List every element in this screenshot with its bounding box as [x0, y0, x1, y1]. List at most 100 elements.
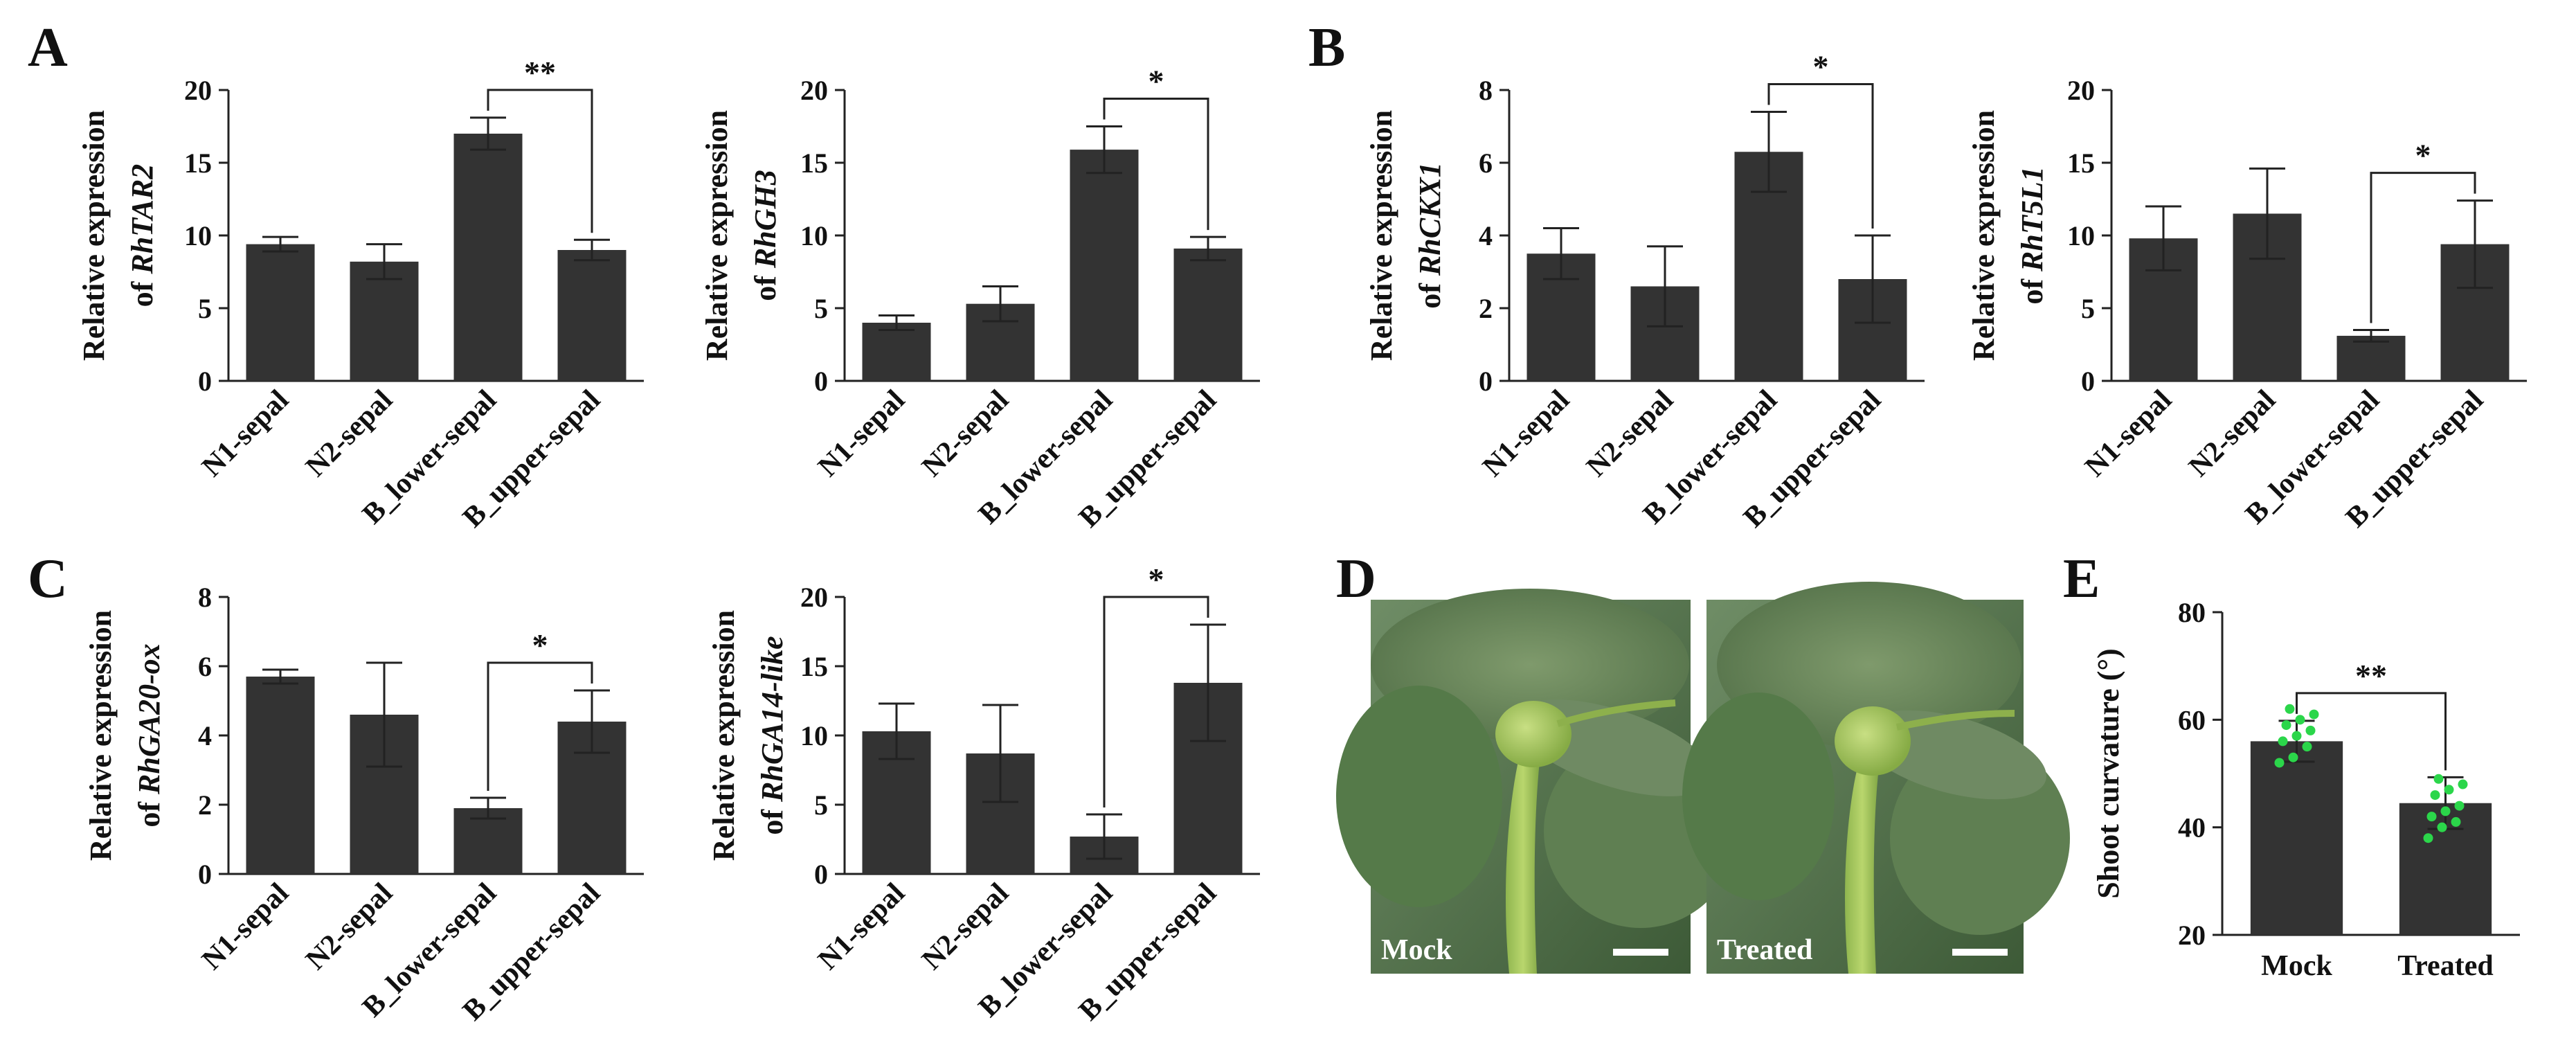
significance-bracket [487, 661, 593, 791]
y-tick-label: 15 [800, 651, 828, 682]
y-tick-label: 0 [814, 859, 828, 890]
bar-b-upper-sepal [1173, 248, 1243, 381]
bar-mock [2250, 741, 2343, 935]
bar-b-lower-sepal [1070, 150, 1139, 381]
x-tick-label-n2-sepal: N2-sepal [916, 877, 1015, 976]
bar-b-lower-sepal [453, 134, 523, 381]
x-tick-label-n1-sepal: N1-sepal [196, 877, 295, 976]
y-tick-label: 8 [198, 582, 212, 613]
y-tick-label: 15 [184, 148, 212, 179]
y-tick-label: 10 [2067, 220, 2095, 251]
y-tick-label: 6 [198, 651, 212, 682]
y-tick-label: 5 [198, 293, 212, 324]
panel-label-e: E [2063, 548, 2100, 609]
y-tick-label: 20 [2067, 75, 2095, 106]
significance-bracket [1103, 596, 1209, 807]
data-point [2426, 812, 2437, 822]
y-axis-label-line1: Relative expression [1967, 110, 2001, 361]
data-point [2302, 742, 2312, 752]
bar-b-lower-sepal [2336, 335, 2406, 381]
x-tick-label-n1-sepal: N1-sepal [2079, 384, 2178, 483]
y-tick-label: 60 [2178, 704, 2206, 735]
y-tick-label: 5 [2081, 293, 2095, 324]
x-tick-label-n2-sepal: N2-sepal [300, 877, 399, 976]
data-point [2305, 725, 2316, 735]
y-tick-label: 20 [2178, 920, 2206, 951]
bar-b-upper-sepal [557, 250, 627, 381]
significance-bracket [1103, 98, 1209, 231]
y-axis-label-line1: Relative expression [84, 610, 118, 861]
x-tick-label-mock: Mock [2261, 950, 2332, 982]
y-tick-label: 2 [1479, 293, 1493, 324]
y-axis-label-line2: of RhT5L1 [2015, 166, 2049, 304]
significance-bracket [487, 89, 593, 233]
y-axis-label-line2: of RhGA14-like [755, 636, 789, 834]
y-tick-label: 0 [198, 366, 212, 397]
y-tick-label: 15 [800, 148, 828, 179]
data-point [2433, 774, 2444, 784]
significance-label: * [1149, 562, 1164, 597]
panel-e-chart-shoot-curvature: E 20 40 60 80 Shoot curvature (°) Mock Treated *… [2063, 548, 2520, 982]
y-tick-label: 2 [198, 789, 212, 821]
photo-label-mock: Mock [1381, 934, 1452, 966]
panel-label-c: C [28, 548, 68, 609]
x-tick-label-treated: Treated [2397, 950, 2493, 982]
panel-c-chart-rhga20ox: C 0 2 4 6 8 Relative expression of RhGA20-ox N1-… [28, 548, 644, 1027]
y-tick-label: 0 [1479, 366, 1493, 397]
bar-n2-sepal [350, 261, 419, 381]
y-axis-label-line2: of RhGA20-ox [132, 643, 166, 827]
y-axis-label-line1: Relative expression [707, 610, 741, 861]
y-tick-label: 0 [198, 859, 212, 890]
y-tick-label: 10 [800, 720, 828, 751]
x-tick-label-n2-sepal: N2-sepal [2183, 384, 2282, 483]
y-tick-label: 20 [800, 75, 828, 106]
x-tick-label-n2-sepal: N2-sepal [1580, 384, 1679, 483]
y-tick-label: 6 [1479, 148, 1493, 179]
data-point [2440, 806, 2451, 816]
data-point [2278, 736, 2288, 747]
data-point [2274, 758, 2285, 768]
bar-n1-sepal [862, 323, 931, 381]
panel-label-b: B [1308, 17, 1345, 78]
y-axis-label-line1: Relative expression [77, 110, 111, 361]
bar-n1-sepal [246, 677, 315, 874]
data-point [2423, 833, 2433, 843]
y-tick-label: 20 [800, 582, 828, 613]
y-tick-label: 5 [814, 789, 828, 821]
data-point [2458, 779, 2468, 789]
x-tick-label-n1-sepal: N1-sepal [1477, 384, 1576, 483]
photo-treated: Treated [1682, 582, 2070, 974]
panel-d-photos: D Mock Treated [1336, 548, 2070, 974]
significance-label: * [2415, 138, 2431, 173]
significance-bracket [2370, 172, 2476, 323]
panel-a-chart-rhgh3: 0 5 10 15 20 Relative expression of RhGH3 N1-se… [700, 64, 1260, 534]
data-point [2451, 816, 2461, 827]
scale-bar-mock [1613, 949, 1668, 956]
y-axis-label-line2: of RhTAR2 [125, 164, 159, 307]
data-point [2444, 785, 2454, 795]
bar-n1-sepal [246, 244, 315, 381]
panel-b-chart-rhckx1: B 0 2 4 6 8 Relative expression of RhCKX1 N1-sep… [1308, 17, 1925, 534]
significance-bracket [2296, 692, 2447, 771]
x-tick-label-n1-sepal: N1-sepal [196, 384, 295, 483]
panel-c-chart-rhga14like: 0 5 10 15 20 Relative expression of RhGA14-lik… [707, 562, 1260, 1027]
data-point [2309, 709, 2319, 720]
y-tick-label: 40 [2178, 812, 2206, 843]
panel-label-a: A [28, 17, 68, 78]
data-point [2281, 720, 2291, 731]
y-tick-label: 0 [814, 366, 828, 397]
y-axis-label: Shoot curvature (°) [2091, 648, 2125, 898]
x-tick-label-n1-sepal: N1-sepal [812, 877, 911, 976]
y-tick-label: 15 [2067, 148, 2095, 179]
photo-mock: Mock [1336, 589, 1738, 974]
data-point [2454, 801, 2465, 811]
y-tick-label: 8 [1479, 75, 1493, 106]
y-tick-label: 10 [800, 220, 828, 251]
scale-bar-treated [1952, 949, 2008, 956]
y-tick-label: 4 [198, 720, 212, 751]
y-tick-label: 5 [814, 293, 828, 324]
y-axis-label-line1: Relative expression [700, 110, 734, 361]
y-axis-label-line2: of RhGH3 [748, 170, 782, 301]
x-tick-label-n1-sepal: N1-sepal [812, 384, 911, 483]
